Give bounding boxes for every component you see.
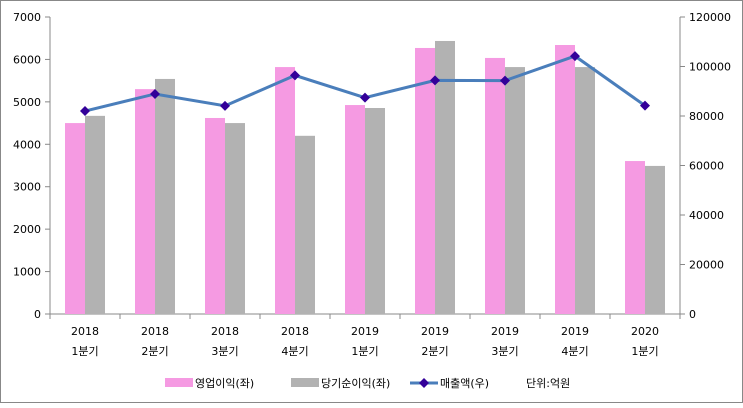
bar-operating-profit [135, 89, 155, 314]
x-tick-label-quarter: 1분기 [351, 345, 378, 358]
bar-net-income [225, 123, 245, 314]
bar-net-income [575, 67, 595, 315]
x-tick-label-year: 2019 [491, 325, 519, 338]
x-tick-label-year: 2019 [351, 325, 379, 338]
x-tick-label-quarter: 1분기 [71, 345, 98, 358]
x-tick-label-year: 2018 [281, 325, 309, 338]
left-tick-label: 5000 [13, 96, 41, 109]
bar-net-income [645, 165, 665, 314]
right-tick-label: 40000 [689, 209, 724, 222]
x-tick-label-quarter: 4분기 [561, 345, 588, 358]
right-tick-label: 60000 [689, 160, 724, 173]
legend-label: 매출액(우) [440, 377, 489, 390]
bar-operating-profit [415, 47, 435, 314]
x-tick-label-quarter: 2분기 [421, 345, 448, 358]
point-revenue [360, 92, 370, 103]
point-revenue [80, 106, 90, 117]
point-revenue [220, 100, 230, 111]
bar-operating-profit [345, 105, 365, 315]
left-tick-label: 1000 [13, 266, 41, 279]
legend-label: 영업이익(좌) [195, 377, 254, 390]
x-tick-label-year: 2018 [211, 325, 239, 338]
point-revenue [570, 51, 580, 62]
point-revenue [640, 100, 650, 111]
right-tick-label: 120000 [689, 11, 731, 24]
x-tick-label-year: 2018 [71, 325, 99, 338]
right-tick-label: 20000 [689, 259, 724, 272]
legend-swatch-net-income [291, 378, 319, 387]
bar-operating-profit [625, 161, 645, 314]
x-tick-label-quarter: 3분기 [491, 345, 518, 358]
x-tick-label-quarter: 2분기 [141, 345, 168, 358]
left-tick-label: 2000 [13, 223, 41, 236]
unit-note: 단위:억원 [526, 377, 570, 390]
point-revenue [290, 70, 300, 81]
left-tick-label: 4000 [13, 138, 41, 151]
right-tick-label: 0 [689, 308, 696, 321]
bar-net-income [435, 40, 455, 315]
point-revenue [150, 88, 160, 99]
bar-net-income [155, 78, 175, 315]
x-tick-label-year: 2018 [141, 325, 169, 338]
x-tick-label-quarter: 3분기 [211, 345, 238, 358]
point-revenue [500, 75, 510, 86]
left-tick-label: 3000 [13, 181, 41, 194]
bar-operating-profit [205, 117, 225, 314]
bar-operating-profit [275, 67, 295, 315]
bar-net-income [85, 115, 105, 314]
bar-operating-profit [65, 123, 85, 314]
point-revenue [430, 75, 440, 86]
legend-swatch-operating-profit [165, 378, 193, 387]
left-tick-label: 7000 [13, 11, 41, 24]
bar-net-income [505, 67, 525, 315]
right-tick-label: 100000 [689, 61, 731, 74]
bar-net-income [295, 135, 315, 314]
left-tick-label: 0 [34, 308, 41, 321]
x-tick-label-year: 2019 [561, 325, 589, 338]
bar-operating-profit [485, 57, 505, 314]
bar-net-income [365, 108, 385, 315]
bar-operating-profit [555, 45, 575, 314]
x-tick-label-quarter: 1분기 [631, 345, 658, 358]
left-tick-label: 6000 [13, 53, 41, 66]
x-tick-label-year: 2020 [631, 325, 659, 338]
legend-marker-revenue [419, 378, 429, 388]
x-tick-label-year: 2019 [421, 325, 449, 338]
x-tick-label-quarter: 4분기 [281, 345, 308, 358]
legend-label: 당기순이익(좌) [321, 377, 390, 390]
right-tick-label: 80000 [689, 110, 724, 123]
